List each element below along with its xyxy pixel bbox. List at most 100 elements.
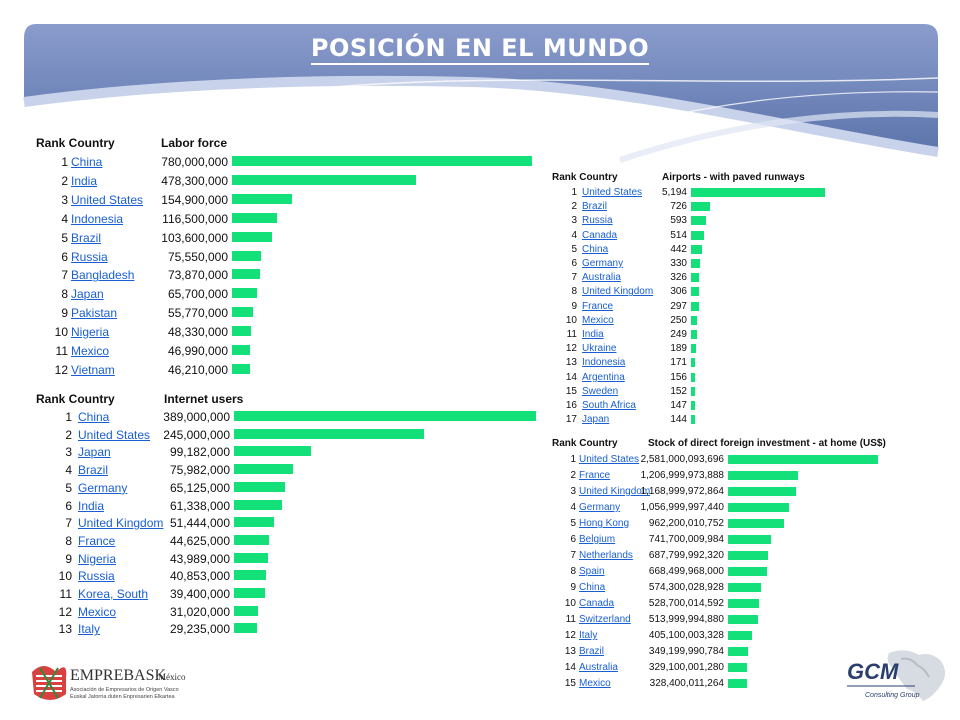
- country-link[interactable]: United States: [579, 454, 640, 465]
- rank-cell: 13: [565, 357, 577, 369]
- country-link[interactable]: Ukraine: [582, 343, 617, 355]
- rank-cell: 15: [564, 678, 576, 689]
- country-link[interactable]: United Kingdom: [78, 516, 164, 531]
- rank-cell: 9: [65, 551, 72, 566]
- rank-cell: 10: [564, 598, 576, 609]
- rank-cell: 12: [565, 343, 577, 355]
- country-link[interactable]: Bangladesh: [71, 268, 135, 283]
- country-link[interactable]: Hong Kong: [579, 518, 630, 529]
- country-link[interactable]: Germany: [579, 502, 621, 513]
- rank-cell: 6: [571, 258, 577, 269]
- value-bar: [232, 156, 532, 166]
- value-cell: 65,700,000: [167, 287, 228, 302]
- rank-cell: 5: [61, 230, 68, 245]
- rank-cell: 8: [65, 533, 72, 548]
- rank-cell: 8: [571, 286, 577, 298]
- country-link[interactable]: South Africa: [582, 400, 636, 411]
- country-link[interactable]: Germany: [78, 480, 128, 495]
- value-cell: 156: [670, 371, 687, 383]
- value-bar: [234, 517, 274, 528]
- value-cell: 780,000,000: [161, 155, 228, 169]
- value-bar: [232, 307, 253, 318]
- country-link[interactable]: Australia: [582, 272, 621, 284]
- value-bar: [232, 326, 251, 337]
- country-link[interactable]: Italy: [78, 622, 101, 637]
- value-bar: [234, 552, 268, 563]
- country-link[interactable]: United States: [71, 192, 144, 207]
- country-link[interactable]: China: [71, 155, 103, 169]
- emprebask-brand-text: EMPREBASK: [70, 667, 166, 684]
- country-link[interactable]: Indonesia: [582, 357, 626, 369]
- country-link[interactable]: China: [78, 410, 110, 424]
- country-link[interactable]: Mexico: [71, 344, 110, 358]
- country-link[interactable]: Italy: [579, 630, 598, 641]
- country-link[interactable]: India: [582, 329, 604, 340]
- value-cell: 330: [670, 258, 687, 269]
- country-link[interactable]: Russia: [71, 249, 108, 264]
- value-bar: [691, 415, 695, 425]
- country-link[interactable]: Russia: [78, 569, 115, 584]
- country-link[interactable]: India: [71, 173, 98, 188]
- country-link[interactable]: Brazil: [582, 201, 608, 213]
- value-bar: [234, 446, 311, 457]
- country-link[interactable]: Sweden: [582, 385, 619, 397]
- column-header-metric: Internet users: [164, 392, 244, 406]
- country-link[interactable]: Mexico: [78, 604, 117, 619]
- country-link[interactable]: Pakistan: [71, 306, 118, 321]
- value-cell: 46,990,000: [167, 344, 228, 358]
- country-link[interactable]: India: [78, 498, 105, 513]
- rank-cell: 10: [58, 569, 72, 584]
- country-link[interactable]: Mexico: [579, 678, 611, 689]
- value-bar: [691, 202, 710, 212]
- country-link[interactable]: United States: [78, 427, 151, 442]
- column-header-rank-country: Rank Country: [36, 392, 115, 406]
- value-bar: [728, 647, 748, 656]
- title-banner: [23, 24, 939, 163]
- country-link[interactable]: Korea, South: [78, 587, 149, 601]
- rank-cell: 6: [570, 534, 576, 545]
- country-link[interactable]: Brazil: [579, 646, 605, 657]
- country-link[interactable]: Nigeria: [71, 325, 110, 340]
- country-link[interactable]: Nigeria: [78, 551, 117, 566]
- column-header-rank-country: Rank Country: [552, 172, 618, 183]
- value-bar: [728, 455, 878, 464]
- country-link[interactable]: Canada: [582, 229, 618, 241]
- country-link[interactable]: Netherlands: [579, 550, 633, 561]
- country-link[interactable]: Japan: [71, 287, 104, 302]
- rank-cell: 13: [564, 646, 576, 657]
- value-cell: 528,700,014,592: [648, 598, 724, 609]
- country-link[interactable]: Vietnam: [71, 362, 115, 377]
- value-bar: [728, 599, 759, 608]
- gcm-logo: GCM Consulting Group: [847, 650, 945, 701]
- rank-cell: 12: [54, 362, 68, 377]
- country-link[interactable]: Switzerland: [579, 614, 631, 625]
- country-link[interactable]: Japan: [78, 445, 111, 460]
- country-link[interactable]: Belgium: [579, 534, 616, 545]
- rank-cell: 14: [564, 662, 576, 673]
- country-link[interactable]: China: [582, 243, 609, 255]
- country-link[interactable]: Argentina: [582, 371, 625, 383]
- value-bar: [691, 216, 706, 226]
- country-link[interactable]: Germany: [582, 258, 624, 269]
- country-link[interactable]: Russia: [582, 215, 613, 227]
- country-link[interactable]: Canada: [579, 598, 615, 609]
- country-link[interactable]: United Kingdom: [582, 286, 654, 298]
- country-link[interactable]: Australia: [579, 662, 618, 673]
- country-link[interactable]: China: [579, 582, 606, 593]
- value-cell: 116,500,000: [162, 211, 228, 226]
- value-bar: [728, 487, 796, 496]
- country-link[interactable]: France: [78, 533, 116, 548]
- country-link[interactable]: Japan: [582, 414, 610, 426]
- country-link[interactable]: Mexico: [582, 314, 614, 326]
- value-cell: 61,338,000: [169, 498, 230, 513]
- country-link[interactable]: Spain: [579, 566, 605, 577]
- country-link[interactable]: France: [582, 300, 614, 312]
- country-link[interactable]: Brazil: [71, 230, 102, 245]
- country-link[interactable]: France: [579, 470, 611, 481]
- country-link[interactable]: United States: [582, 187, 643, 198]
- country-link[interactable]: Indonesia: [71, 211, 124, 226]
- value-cell: 144: [670, 414, 687, 426]
- country-link[interactable]: United Kingdom: [579, 486, 651, 497]
- value-bar: [728, 519, 784, 528]
- country-link[interactable]: Brazil: [78, 463, 109, 478]
